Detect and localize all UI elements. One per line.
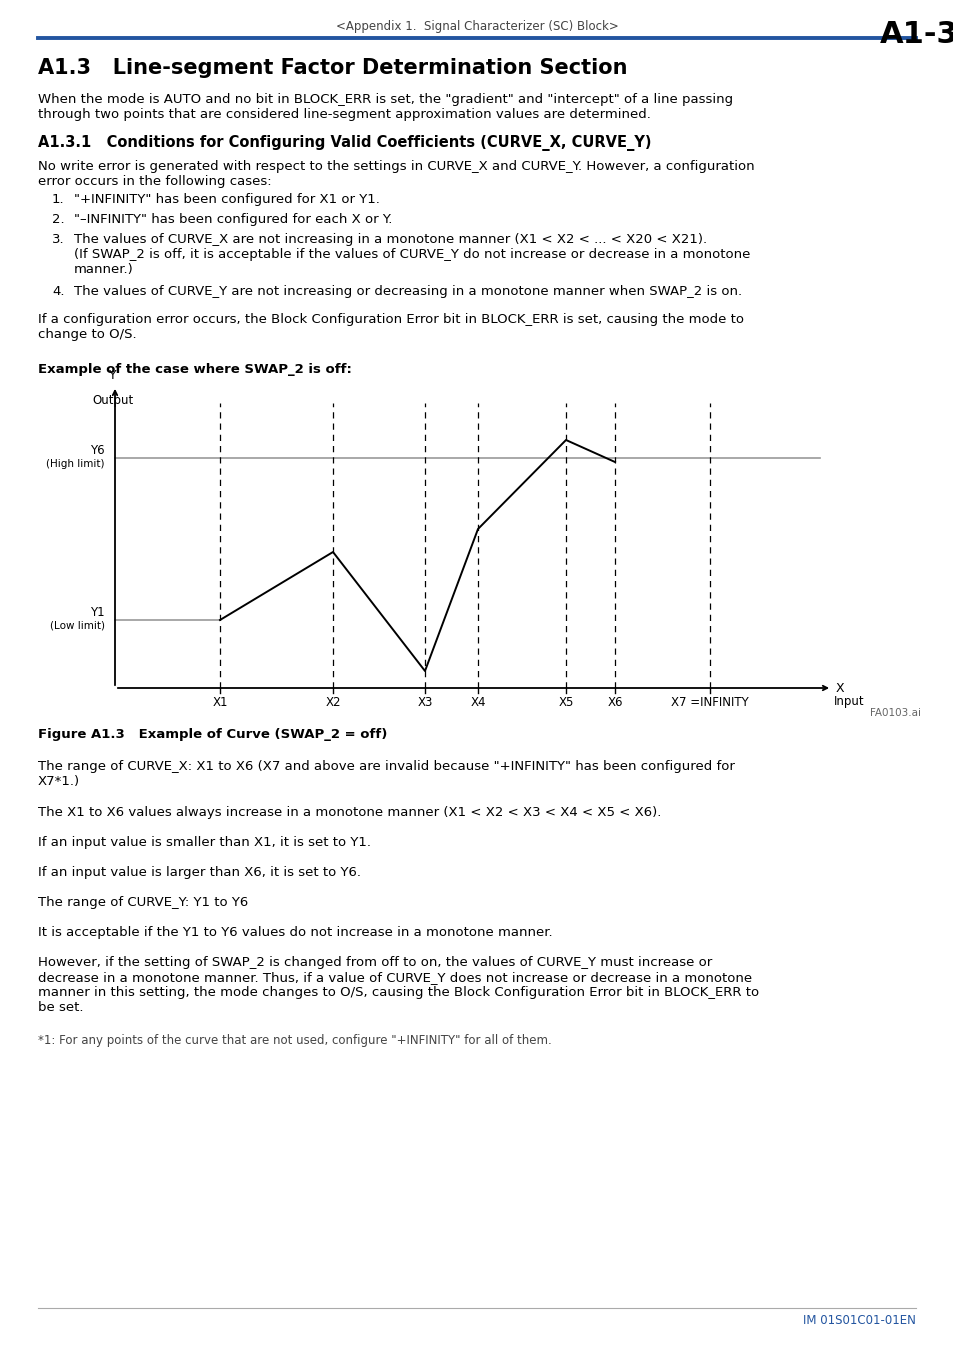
Text: IM 01S01C01-01EN: IM 01S01C01-01EN [802, 1314, 915, 1327]
Text: A1.3.1   Conditions for Configuring Valid Coefficients (CURVE_X, CURVE_Y): A1.3.1 Conditions for Configuring Valid … [38, 135, 651, 151]
Text: Y6: Y6 [91, 444, 105, 458]
Text: When the mode is AUTO and no bit in BLOCK_ERR is set, the "gradient" and "interc: When the mode is AUTO and no bit in BLOC… [38, 93, 732, 122]
Text: 4.: 4. [52, 285, 65, 298]
Text: 2.: 2. [52, 213, 65, 225]
Text: Y: Y [109, 369, 116, 382]
Text: However, if the setting of SWAP_2 is changed from off to on, the values of CURVE: However, if the setting of SWAP_2 is cha… [38, 956, 759, 1014]
Text: Y1: Y1 [91, 606, 105, 620]
Text: <Appendix 1.  Signal Characterizer (SC) Block>: <Appendix 1. Signal Characterizer (SC) B… [335, 20, 618, 32]
Text: Input: Input [833, 695, 863, 707]
Text: A1-3: A1-3 [879, 20, 953, 49]
Text: If an input value is larger than X6, it is set to Y6.: If an input value is larger than X6, it … [38, 865, 360, 879]
Text: X4: X4 [470, 697, 485, 709]
Text: X3: X3 [416, 697, 433, 709]
Text: FA0103.ai: FA0103.ai [869, 707, 920, 718]
Text: "+INFINITY" has been configured for X1 or Y1.: "+INFINITY" has been configured for X1 o… [74, 193, 379, 207]
Text: X: X [835, 682, 843, 695]
Text: If an input value is smaller than X1, it is set to Y1.: If an input value is smaller than X1, it… [38, 836, 371, 849]
Text: Output: Output [92, 394, 133, 406]
Text: (Low limit): (Low limit) [50, 621, 105, 630]
Text: X7 =INFINITY: X7 =INFINITY [670, 697, 748, 709]
Text: Figure A1.3   Example of Curve (SWAP_2 = off): Figure A1.3 Example of Curve (SWAP_2 = o… [38, 728, 387, 741]
Text: It is acceptable if the Y1 to Y6 values do not increase in a monotone manner.: It is acceptable if the Y1 to Y6 values … [38, 926, 552, 940]
Text: *1: For any points of the curve that are not used, configure "+INFINITY" for all: *1: For any points of the curve that are… [38, 1034, 551, 1048]
Text: No write error is generated with respect to the settings in CURVE_X and CURVE_Y.: No write error is generated with respect… [38, 161, 754, 188]
Text: X1: X1 [212, 697, 228, 709]
Text: The values of CURVE_Y are not increasing or decreasing in a monotone manner when: The values of CURVE_Y are not increasing… [74, 285, 741, 298]
Text: The range of CURVE_Y: Y1 to Y6: The range of CURVE_Y: Y1 to Y6 [38, 896, 248, 909]
Text: The range of CURVE_X: X1 to X6 (X7 and above are invalid because "+INFINITY" has: The range of CURVE_X: X1 to X6 (X7 and a… [38, 760, 734, 788]
Text: Example of the case where SWAP_2 is off:: Example of the case where SWAP_2 is off: [38, 363, 352, 377]
Text: "–INFINITY" has been configured for each X or Y.: "–INFINITY" has been configured for each… [74, 213, 392, 225]
Text: X5: X5 [558, 697, 573, 709]
Text: If a configuration error occurs, the Block Configuration Error bit in BLOCK_ERR : If a configuration error occurs, the Blo… [38, 313, 743, 342]
Text: The values of CURVE_X are not increasing in a monotone manner (X1 < X2 < ... < X: The values of CURVE_X are not increasing… [74, 234, 750, 275]
Text: The X1 to X6 values always increase in a monotone manner (X1 < X2 < X3 < X4 < X5: The X1 to X6 values always increase in a… [38, 806, 660, 819]
Text: X6: X6 [607, 697, 622, 709]
Text: 3.: 3. [52, 234, 65, 246]
Text: A1.3   Line-segment Factor Determination Section: A1.3 Line-segment Factor Determination S… [38, 58, 627, 78]
Text: 1.: 1. [52, 193, 65, 207]
Text: X2: X2 [325, 697, 340, 709]
Text: (High limit): (High limit) [47, 459, 105, 468]
